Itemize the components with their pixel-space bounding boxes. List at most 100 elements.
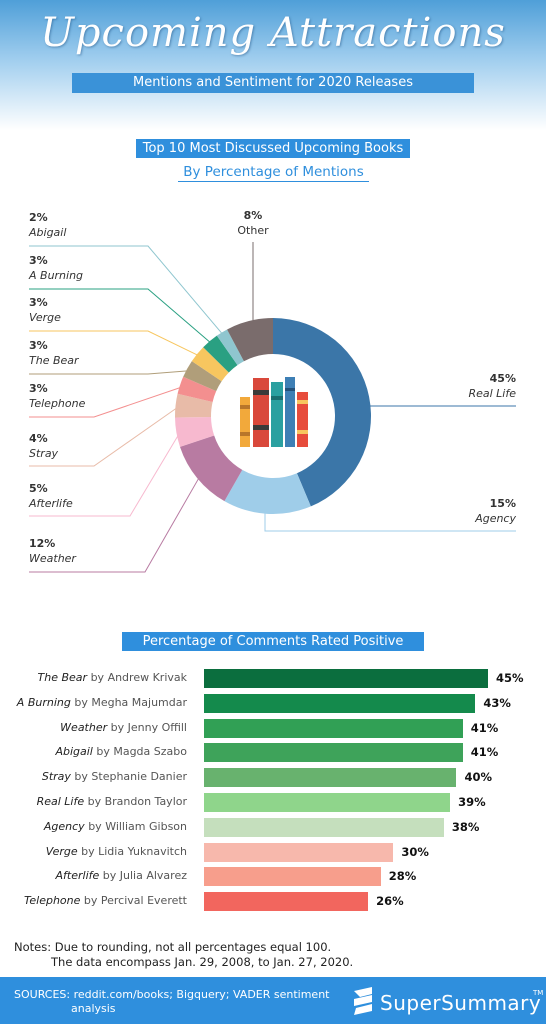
donut-label-agency: 15% Agency xyxy=(420,496,516,526)
donut-label-other: 8% Other xyxy=(228,208,278,238)
bar-label-author: by Magda Szabo xyxy=(92,745,187,759)
bar-label: A Burning by Megha Majumdar xyxy=(17,696,187,709)
bar-abigail xyxy=(204,743,463,763)
donut-label-name: The Bear xyxy=(29,354,79,367)
notes: Notes: Due to rounding, not all percenta… xyxy=(14,940,353,970)
bar-value-label: 26% xyxy=(376,894,404,909)
donut-label-a-burning: 3% A Burning xyxy=(29,253,83,283)
bar-label: Stray by Stephanie Danier xyxy=(42,770,187,783)
donut-slice-stray xyxy=(175,393,213,418)
bar-value-label: 43% xyxy=(483,695,511,710)
leader-line-the-bear xyxy=(29,370,191,375)
leader-line-stray xyxy=(29,405,180,467)
leader-line-weather xyxy=(29,475,201,573)
leader-lines xyxy=(29,242,516,573)
donut-label-value: 15% xyxy=(489,497,516,510)
page-title: Upcoming Attractions xyxy=(40,10,506,56)
bar-row: The Bear by Andrew Krivak 45% xyxy=(0,669,546,688)
donut-label-name: Stray xyxy=(29,447,59,460)
leader-line-agency xyxy=(264,509,516,532)
donut-label-stray: 4% Stray xyxy=(29,431,58,461)
donut-label-name: Abigail xyxy=(29,226,67,239)
donut-label-value: 12% xyxy=(29,537,56,550)
bar-label-author: by Julia Alvarez xyxy=(99,869,187,883)
bar-weather xyxy=(204,718,463,738)
bar-label: Telephone by Percival Everett xyxy=(24,894,187,907)
bar-row: Real Life by Brandon Taylor 39% xyxy=(0,793,546,812)
donut-slice-afterlife xyxy=(175,416,215,447)
donut-label-verge: 3% Verge xyxy=(29,295,61,325)
bar-value-label: 45% xyxy=(496,671,524,685)
donut-label-value: 5% xyxy=(29,482,48,495)
bar-label-author: by Stephanie Danier xyxy=(70,770,187,784)
bar-real-life xyxy=(204,793,451,812)
bar-value-label: 41% xyxy=(470,745,499,760)
donut-slice-the-bear xyxy=(183,361,222,392)
bar-value-label: 40% xyxy=(464,770,492,785)
bar-value-label: 28% xyxy=(388,869,417,884)
donut-label-weather: 12% Weather xyxy=(29,536,76,566)
bar-label-author: by Brandon Taylor xyxy=(84,795,187,808)
bar-value-label: 41% xyxy=(470,720,499,735)
donut-slices xyxy=(175,318,371,514)
bar-row: Weather by Jenny Offill 41% xyxy=(0,718,546,738)
bar-label-title: The Bear xyxy=(37,671,88,684)
bar-label-title: Telephone xyxy=(24,894,81,908)
donut-label-name: Telephone xyxy=(29,397,86,410)
bar-agency xyxy=(204,817,444,837)
bar-a-burning xyxy=(204,693,476,713)
bar-label: Real Life by Brandon Taylor xyxy=(37,795,187,808)
donut-slice-other xyxy=(227,318,273,362)
leader-line-telephone xyxy=(29,385,184,418)
notes-line-2: The data encompass Jan. 29, 2008, to Jan… xyxy=(51,955,354,969)
donut-label-the-bear: 3% The Bear xyxy=(29,338,79,368)
leader-line-verge xyxy=(29,330,201,357)
bar-verge xyxy=(204,842,394,862)
donut-label-value: 3% xyxy=(29,296,48,309)
donut-slice-a-burning xyxy=(203,335,238,373)
bar-label: The Bear by Andrew Krivak xyxy=(38,671,187,684)
bar-label-title: Real Life xyxy=(36,795,85,808)
donut-chart-subtitle: By Percentage of Mentions xyxy=(178,163,369,182)
donut-slice-abigail xyxy=(216,329,244,366)
bar-row: Stray by Stephanie Danier 40% xyxy=(0,768,546,788)
logo-mark-icon xyxy=(354,987,372,1015)
bar-label-title: Afterlife xyxy=(55,869,100,883)
bar-row: A Burning by Megha Majumdar 43% xyxy=(0,693,546,713)
bar-label-title: Stray xyxy=(41,770,71,784)
books-icon xyxy=(240,377,308,447)
bar-the-bear xyxy=(204,669,488,688)
sources-line-2: analysis xyxy=(71,1002,116,1015)
bar-row: Agency by William Gibson 38% xyxy=(0,817,546,837)
bar-label: Weather by Jenny Offill xyxy=(60,721,187,734)
bar-afterlife xyxy=(204,867,381,887)
donut-label-name: A Burning xyxy=(29,269,84,282)
bar-label-title: Abigail xyxy=(55,745,93,759)
bar-row: Afterlife by Julia Alvarez 28% xyxy=(0,867,546,887)
bar-label-author: by Percival Everett xyxy=(80,894,187,908)
donut-label-value: 45% xyxy=(489,372,516,385)
donut-label-value: 3% xyxy=(29,254,48,267)
logo-text: SuperSummary xyxy=(380,991,542,1015)
donut-chart-title: Top 10 Most Discussed Upcoming Books xyxy=(136,139,410,158)
bar-label-author: by Megha Majumdar xyxy=(70,695,187,709)
donut-slice-telephone xyxy=(177,376,217,402)
sources-line-1: SOURCES: reddit.com/books; Bigquery; VAD… xyxy=(14,988,330,1001)
bar-value-label: 39% xyxy=(458,795,486,809)
donut-label-name: Agency xyxy=(475,512,516,525)
bar-label-title: Weather xyxy=(60,720,108,734)
bar-label-author: by Jenny Offill xyxy=(107,720,187,734)
sources: SOURCES: reddit.com/books; Bigquery; VAD… xyxy=(14,988,334,1016)
leader-line-a-burning xyxy=(29,288,213,345)
bar-stray xyxy=(204,768,457,788)
donut-label-value: 3% xyxy=(29,339,48,352)
bar-row: Telephone by Percival Everett 26% xyxy=(0,892,546,912)
donut-label-telephone: 3% Telephone xyxy=(29,381,85,411)
donut-slice-agency xyxy=(224,469,311,514)
donut-label-name: Real Life xyxy=(468,387,516,400)
brand-logo[interactable]: SuperSummary TM xyxy=(350,985,543,1017)
donut-slice-verge xyxy=(191,347,229,382)
header-background xyxy=(0,0,546,130)
bar-label-title: Verge xyxy=(45,844,78,858)
